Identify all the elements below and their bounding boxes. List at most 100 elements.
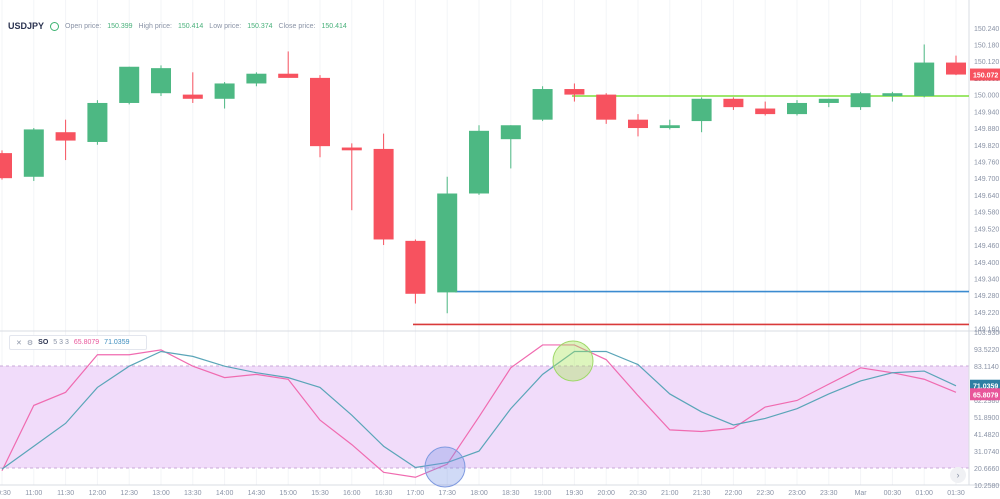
price-tick-label: 149.400 bbox=[974, 260, 999, 267]
candle-body bbox=[373, 148, 394, 240]
price-tick-label: 149.520 bbox=[974, 226, 999, 233]
so-tick-label: 41.4820 bbox=[974, 432, 999, 439]
time-tick-label: 17:30 bbox=[438, 490, 456, 497]
candle-body bbox=[246, 73, 267, 84]
time-tick-label: 21:30 bbox=[693, 490, 711, 497]
price-tick-label: 149.160 bbox=[974, 327, 999, 334]
price-tick-label: 149.880 bbox=[974, 126, 999, 133]
k-value-label: 65.8079 bbox=[973, 392, 998, 399]
candle-body bbox=[500, 125, 521, 140]
indicator-d-value: 71.0359 bbox=[104, 339, 130, 346]
candle-body bbox=[55, 132, 76, 141]
open-price-value: 150.399 bbox=[107, 22, 133, 30]
time-tick-label: 16:30 bbox=[375, 490, 393, 497]
candle-body bbox=[691, 98, 712, 122]
overbought-highlight bbox=[552, 340, 594, 382]
k-value-tag bbox=[970, 388, 1000, 401]
time-tick-label: 15:00 bbox=[279, 490, 297, 497]
low-price-label: Low price: bbox=[209, 22, 242, 30]
time-tick-label: 19:30 bbox=[566, 490, 584, 497]
candle-body bbox=[532, 89, 553, 120]
time-tick-label: 22:00 bbox=[725, 490, 743, 497]
candle-body bbox=[23, 129, 44, 177]
low-price-value: 150.374 bbox=[247, 22, 273, 30]
time-tick-label: 20:00 bbox=[597, 490, 615, 497]
candle-body bbox=[87, 102, 108, 142]
time-tick-label: 12:30 bbox=[120, 490, 138, 497]
price-tick-label: 149.280 bbox=[974, 293, 999, 300]
current-price-tag bbox=[970, 68, 1000, 81]
candle-body bbox=[850, 93, 871, 108]
candle-body bbox=[787, 102, 807, 115]
indicator-legend: ✕ ⚙ SO 5 3 3 65.8079 71.0359 bbox=[9, 335, 147, 350]
time-tick-label: 19:00 bbox=[534, 490, 552, 497]
time-tick-label: 23:00 bbox=[788, 490, 806, 497]
candle-body bbox=[882, 93, 903, 96]
price-tick-label: 149.640 bbox=[974, 193, 999, 200]
price-tick-label: 149.760 bbox=[974, 159, 999, 166]
time-tick-label: 13:30 bbox=[184, 490, 202, 497]
candle-body bbox=[723, 98, 744, 108]
candle-body bbox=[659, 125, 680, 129]
candle-body bbox=[214, 83, 235, 99]
candle-body bbox=[437, 193, 458, 293]
price-tick-label: 149.820 bbox=[974, 143, 999, 150]
high-price-label: High price: bbox=[138, 22, 172, 30]
oversold-highlight bbox=[424, 446, 466, 488]
time-tick-label: 14:30 bbox=[248, 490, 266, 497]
gear-icon[interactable]: ⚙ bbox=[26, 339, 34, 347]
time-tick-label: 18:30 bbox=[502, 490, 520, 497]
price-tick-label: 150.000 bbox=[974, 93, 999, 100]
close-icon[interactable]: ✕ bbox=[16, 339, 22, 347]
time-tick-label: 21:00 bbox=[661, 490, 679, 497]
so-tick-label: 20.6660 bbox=[974, 466, 999, 473]
time-tick-label: 18:00 bbox=[470, 490, 488, 497]
time-tick-label: 10:30 bbox=[0, 490, 11, 497]
candle-body bbox=[278, 73, 299, 78]
close-price-label: Close price: bbox=[278, 22, 316, 30]
price-header: USDJPY Open price: 150.399 High price: 1… bbox=[8, 21, 347, 31]
candle-body bbox=[0, 153, 12, 179]
candle-body bbox=[755, 108, 776, 115]
symbol-label: USDJPY bbox=[8, 21, 45, 31]
time-tick-label: 11:30 bbox=[57, 490, 74, 497]
price-tick-label: 149.340 bbox=[974, 276, 999, 283]
price-tick-label: 149.940 bbox=[974, 109, 999, 116]
so-tick-label: 62.2980 bbox=[974, 398, 999, 405]
candle-body bbox=[596, 94, 617, 120]
time-tick-label: 11:00 bbox=[25, 490, 42, 497]
price-tick-label: 149.460 bbox=[974, 243, 999, 250]
current-price-label: 150.072 bbox=[973, 73, 998, 80]
time-tick-label: 17:00 bbox=[407, 490, 425, 497]
candle-body bbox=[946, 62, 966, 75]
open-price-label: Open price: bbox=[65, 22, 102, 30]
candle-body bbox=[914, 62, 935, 96]
time-tick-label: Mar bbox=[855, 490, 868, 497]
candle-body bbox=[182, 94, 203, 99]
time-tick-label: 20:30 bbox=[629, 490, 647, 497]
so-d-line bbox=[1, 350, 957, 470]
candle-body bbox=[310, 77, 330, 147]
so-tick-label: 83.1140 bbox=[974, 364, 999, 371]
time-tick-label: 01:30 bbox=[947, 490, 965, 497]
scroll-right-button[interactable]: › bbox=[950, 467, 966, 483]
time-tick-label: 16:00 bbox=[343, 490, 361, 497]
d-value-label: 71.0359 bbox=[973, 384, 998, 391]
clock-icon bbox=[50, 21, 60, 31]
time-tick-label: 13:00 bbox=[152, 490, 170, 497]
time-tick-label: 00:30 bbox=[884, 490, 902, 497]
price-tick-label: 150.240 bbox=[974, 26, 999, 33]
candle-body bbox=[405, 240, 426, 294]
candle-body bbox=[151, 68, 171, 94]
time-tick-label: 23:30 bbox=[820, 490, 838, 497]
so-tick-label: 93.5220 bbox=[974, 347, 999, 354]
time-tick-label: 01:00 bbox=[915, 490, 933, 497]
price-tick-label: 150.120 bbox=[974, 59, 999, 66]
candle-body bbox=[818, 98, 839, 103]
indicator-name: SO bbox=[38, 339, 49, 346]
overbought-oversold-band bbox=[0, 366, 969, 468]
so-tick-label: 31.0740 bbox=[974, 449, 999, 456]
price-tick-label: 150.180 bbox=[974, 42, 999, 49]
price-tick-label: 149.700 bbox=[974, 176, 999, 183]
